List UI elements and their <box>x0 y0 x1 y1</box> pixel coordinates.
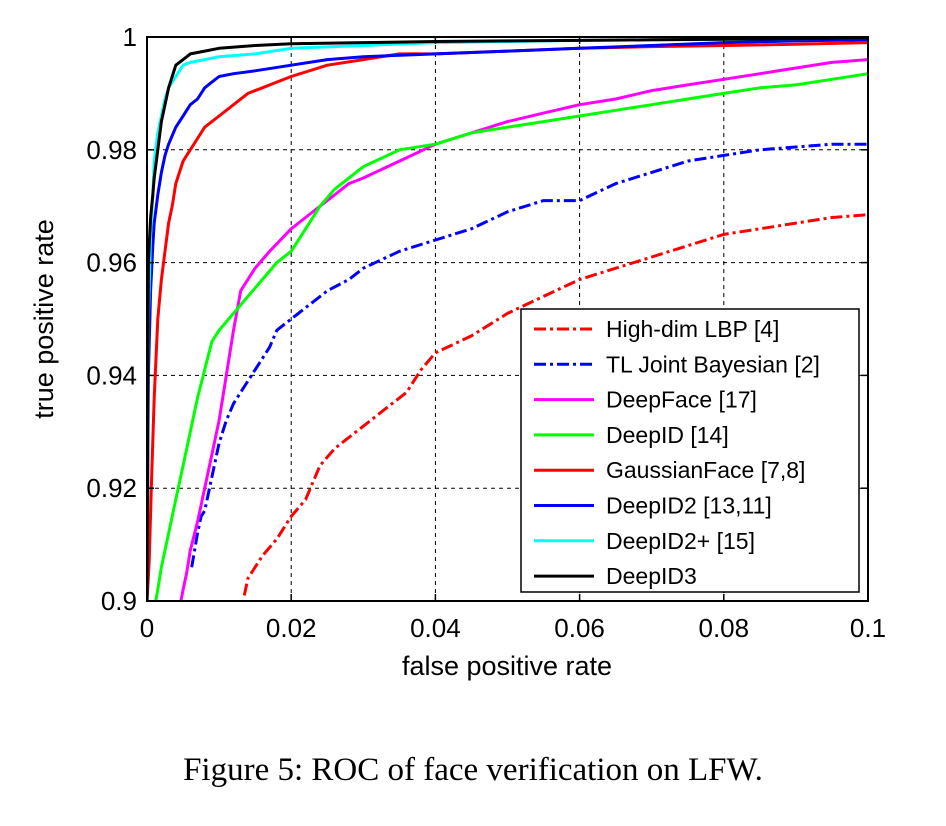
legend-label-tl-joint-bayesian-2: TL Joint Bayesian [2] <box>606 351 820 377</box>
x-tick-label: 0.08 <box>698 613 749 643</box>
legend-label-deepid2-15: DeepID2+ [15] <box>606 528 755 554</box>
legend-label-deepid3: DeepID3 <box>606 563 697 589</box>
legend-label-deepid2-13-11: DeepID2 [13,11] <box>606 493 772 519</box>
x-tick-label: 0.04 <box>410 613 461 643</box>
y-axis-label: true positive rate <box>29 219 59 419</box>
x-tick-label: 0.1 <box>850 613 886 643</box>
series-line-tl-joint-bayesian-2 <box>190 142 868 568</box>
y-tick-label: 1 <box>123 22 137 52</box>
x-tick-label: 0.06 <box>554 613 605 643</box>
legend-label-gaussianface-7-8: GaussianFace [7,8] <box>606 457 805 483</box>
series-line-high-dim-lbp-4 <box>242 213 868 596</box>
y-tick-label: 0.94 <box>86 360 137 390</box>
legend-label-deepface-17: DeepFace [17] <box>606 387 757 413</box>
series-line-deepid-14 <box>154 72 868 601</box>
x-tick-label: 0 <box>140 613 154 643</box>
x-axis-label: false positive rate <box>402 651 612 681</box>
series-line-deepface-17 <box>179 58 868 601</box>
y-tick-label: 0.96 <box>86 248 137 278</box>
legend-label-high-dim-lbp-4: High-dim LBP [4] <box>606 316 779 342</box>
y-tick-label: 0.92 <box>86 473 137 503</box>
series-line-deepid2-13-11 <box>147 38 868 601</box>
y-tick-label: 0.9 <box>101 586 137 616</box>
legend-label-deepid-14: DeepID [14] <box>606 422 729 448</box>
legend-box <box>520 308 860 593</box>
legend: High-dim LBP [4] TL Joint Bayesian [2] Dee… <box>520 308 860 593</box>
x-tick-label: 0.02 <box>266 613 317 643</box>
roc-chart: 0 0.02 0.04 0.06 0.08 0.1 0.9 0.92 0.94 0.96 0.98 1… <box>29 22 886 681</box>
series-layer <box>147 37 868 601</box>
axis-ticks: 0 0.02 0.04 0.06 0.08 0.1 0.9 0.92 0.94 0.96 0.98 1 <box>86 22 886 643</box>
y-tick-label: 0.98 <box>86 135 137 165</box>
plot-frame <box>146 36 869 602</box>
figure-caption: Figure 5: ROC of face verification on LF… <box>183 752 763 788</box>
